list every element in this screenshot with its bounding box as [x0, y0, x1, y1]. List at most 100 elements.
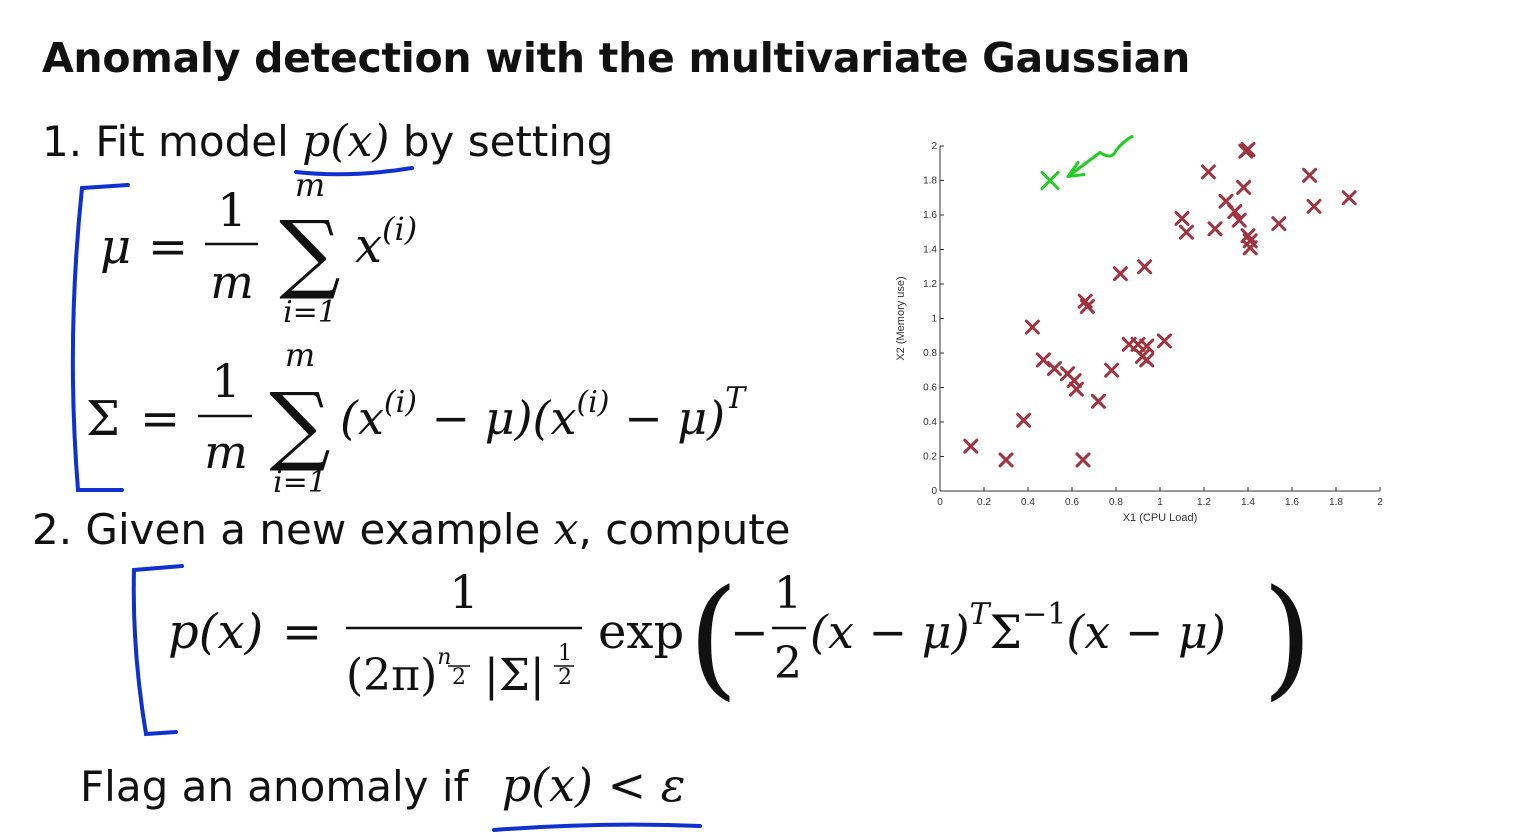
x-tick-label: 2 — [1377, 497, 1383, 508]
data-point — [1227, 204, 1243, 220]
flag-condition: p(x) < ε — [501, 758, 686, 812]
cov-sup-a: (i) — [384, 385, 417, 420]
data-point — [1104, 362, 1120, 378]
step-1-line: 1. Fit model p(x) by setting — [42, 116, 613, 167]
data-point — [1236, 179, 1252, 195]
x-tick-label: 0 — [937, 497, 943, 508]
step-1-prefix: 1. Fit model — [42, 117, 289, 166]
data-point — [1200, 164, 1216, 180]
density-den-exp-num: n — [437, 645, 451, 670]
density-den-exp2-num: 1 — [558, 641, 572, 666]
x-tick-label: 0.6 — [1065, 497, 1079, 508]
density-q2-inverse: −1 — [1022, 597, 1066, 632]
cov-fraction-denominator: m — [204, 425, 248, 479]
annotation-arrow-shaft — [1066, 135, 1134, 178]
bracket-fit-params — [70, 183, 130, 492]
cov-sum-sign: ∑ — [269, 375, 330, 475]
x-tick-label: 1.8 — [1329, 497, 1343, 508]
y-tick-label: 1.8 — [923, 176, 937, 187]
density-exp: exp — [598, 604, 684, 660]
cov-fraction-numerator: 1 — [211, 354, 240, 408]
y-tick-label: 0.2 — [923, 452, 937, 463]
step-2-line: 2. Given a new example x, compute — [32, 504, 791, 555]
data-point — [1068, 381, 1084, 397]
y-tick-label: 1.2 — [923, 279, 937, 290]
data-point — [1156, 333, 1172, 349]
density-numerator: 1 — [449, 565, 478, 619]
data-point — [1302, 167, 1318, 183]
x-tick-label: 1.6 — [1285, 497, 1299, 508]
density-q1: (x − μ) — [810, 605, 970, 659]
data-point — [1112, 266, 1128, 282]
data-point — [1137, 259, 1153, 275]
y-tick-label: 0.8 — [923, 348, 937, 359]
data-point — [1075, 452, 1091, 468]
x-tick-label: 1.4 — [1241, 497, 1255, 508]
cov-sup-b: (i) — [576, 385, 609, 420]
density-q2: Σ — [990, 605, 1023, 659]
data-point — [1178, 224, 1194, 240]
y-tick-label: 0.6 — [923, 383, 937, 394]
density-den-det: |Σ| — [484, 650, 545, 701]
cov-sum-bottom: i=1 — [273, 465, 327, 500]
data-point — [998, 452, 1014, 468]
cov-term-mid: − μ)(x — [417, 391, 577, 445]
flag-prefix: Flag an anomaly if — [80, 762, 469, 811]
data-point — [1139, 352, 1155, 368]
cov-sum-top: m — [285, 336, 315, 374]
data-point — [1016, 412, 1032, 428]
density-lhs: p(x) — [168, 604, 263, 660]
data-point — [1341, 190, 1357, 206]
y-axis-label: X2 (Memory use) — [895, 276, 907, 360]
mu-fraction-denominator: m — [210, 255, 254, 309]
mu-summand-superscript: (i) — [382, 210, 417, 248]
density-q3: (x − μ) — [1066, 605, 1226, 659]
mu-sum-bottom: i=1 — [283, 295, 337, 330]
data-point — [1306, 198, 1322, 214]
x-tick-label: 0.8 — [1109, 497, 1123, 508]
sigma-equals: = — [140, 391, 180, 447]
mu-fraction-numerator: 1 — [217, 183, 246, 237]
density-equals: = — [282, 604, 322, 660]
y-tick-label: 1.4 — [923, 245, 937, 256]
data-point — [1207, 221, 1223, 237]
data-point — [1090, 393, 1106, 409]
cov-term-end: − μ) — [609, 391, 725, 445]
cov-term-a: (x — [340, 391, 384, 445]
y-tick-label: 2 — [931, 141, 937, 152]
density-half-num: 1 — [774, 568, 802, 619]
data-point — [1174, 210, 1190, 226]
data-point — [963, 438, 979, 454]
flag-line: Flag an anomaly if p(x) < ε — [80, 758, 685, 812]
x-tick-label: 1 — [1157, 497, 1163, 508]
y-tick-label: 1.6 — [923, 210, 937, 221]
x-tick-label: 0.4 — [1021, 497, 1035, 508]
data-point — [1079, 298, 1095, 314]
step-2-suffix: , compute — [578, 505, 791, 554]
data-point — [1231, 212, 1247, 228]
data-point — [1046, 361, 1062, 377]
density-den-exp-den: 2 — [452, 665, 466, 690]
step-2-variable: x — [553, 504, 579, 555]
data-point — [1271, 216, 1287, 232]
mu-sum-top: m — [295, 166, 325, 204]
annotation-point — [1040, 171, 1060, 190]
mu-equals: = — [148, 219, 188, 275]
mu-sum-sign: ∑ — [279, 203, 340, 303]
step-2-prefix: 2. Given a new example — [32, 505, 541, 554]
plot-layer: 0 0.2 0.4 0.6 0.8 1 1.2 1.4 1.6 1.8 2 0 0.2 0.4 0.6 0.8… — [895, 135, 1383, 524]
data-point — [1242, 240, 1258, 256]
page-title: Anomaly detection with the multivariate … — [42, 34, 1190, 82]
mu-summand: x — [355, 218, 382, 274]
underline-condition — [492, 822, 702, 832]
cov-summand: (x(i) − μ)(x(i) − μ)T — [340, 381, 747, 445]
sigma-symbol: Σ — [86, 391, 120, 447]
model-expression: p(x) — [302, 116, 390, 167]
density-den-exp2-den: 2 — [558, 665, 572, 690]
density-den-two-pi: (2π) — [346, 650, 437, 701]
data-point — [1240, 141, 1256, 157]
underline-model — [294, 166, 414, 177]
bracket-density — [131, 564, 184, 737]
step-1-suffix: by setting — [402, 117, 614, 166]
